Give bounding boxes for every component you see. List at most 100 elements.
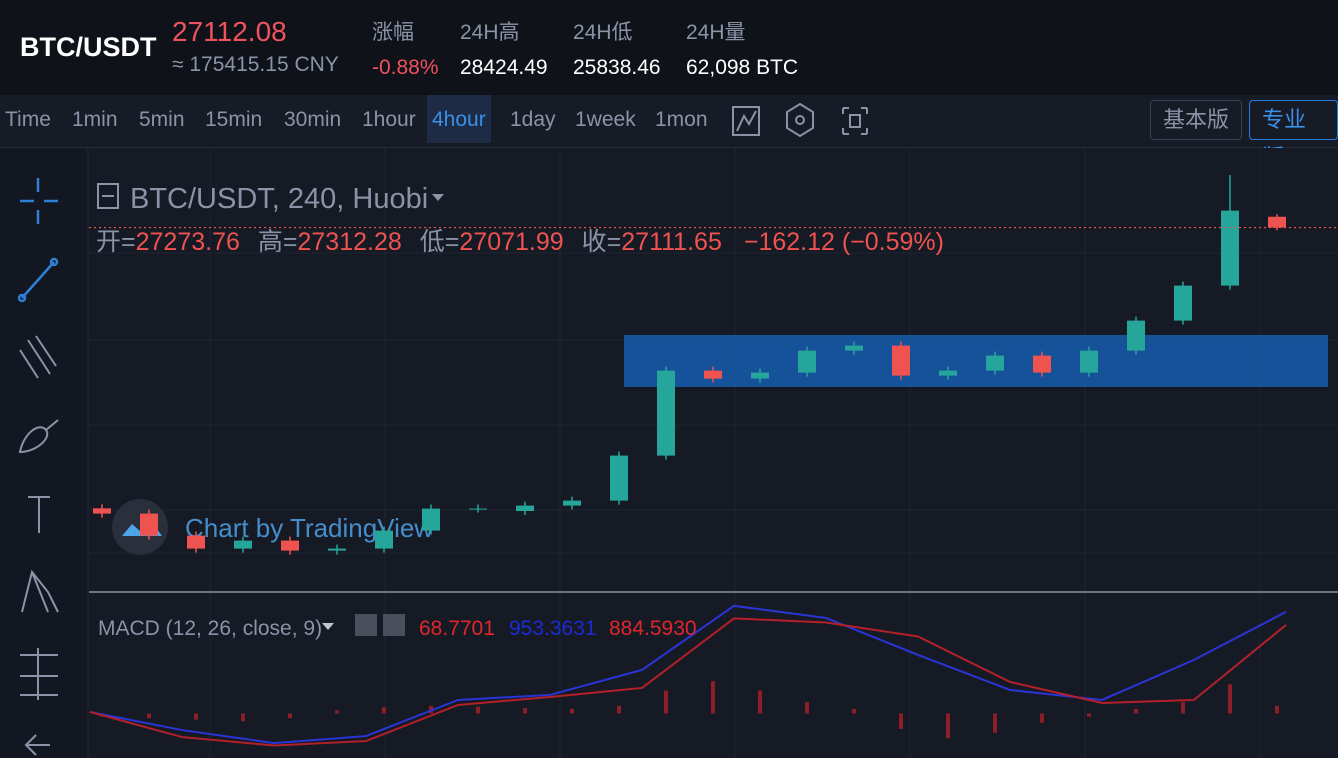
candle-body — [234, 540, 252, 549]
ohlc-value: 27273.76 — [136, 228, 240, 256]
candle-body — [798, 350, 816, 373]
cny-price: ≈ 175415.15 CNY — [172, 53, 339, 76]
stat-label: 24H高 — [460, 21, 520, 44]
tool-panel — [0, 148, 88, 758]
histogram-bar — [1040, 713, 1044, 723]
candle-body — [93, 508, 111, 514]
stat: 涨幅 -0.88% — [372, 16, 439, 80]
histogram-bar — [664, 690, 668, 714]
interval-tab[interactable]: 1week — [575, 108, 636, 131]
histogram-bar — [852, 708, 856, 714]
settings-button[interactable] — [355, 614, 377, 636]
candle-body — [516, 505, 534, 511]
indicator-value: 68.7701 — [419, 617, 495, 640]
histogram-bar — [335, 710, 339, 714]
stat-value: 62,098 BTC — [686, 56, 799, 79]
version-button[interactable]: 基本版 — [1150, 100, 1243, 140]
stat-label: 涨幅 — [372, 21, 414, 44]
stat-value: 28424.49 — [460, 56, 548, 79]
candle-body — [140, 513, 158, 536]
histogram-bar — [946, 713, 950, 739]
interval-tab[interactable]: Time — [5, 108, 51, 131]
change-value: −162.12 (−0.59%) — [744, 228, 944, 256]
histogram-bar — [194, 713, 198, 720]
watermark: Chart by TradingView — [185, 513, 433, 543]
interval-tab[interactable]: 1min — [72, 108, 118, 131]
toolbar-icons[interactable] — [732, 102, 868, 138]
candle-body — [939, 370, 957, 376]
ohlc-label: 收= — [582, 228, 622, 256]
histogram-bar — [805, 701, 809, 714]
ohlc-value: 27111.65 — [621, 228, 722, 256]
interval-tab[interactable]: 5min — [139, 108, 185, 131]
histogram-bar — [617, 705, 621, 714]
ohlc-legend: 开=27273.76 高=27312.28 低=27071.99 收=27111.65… — [96, 228, 944, 256]
histogram-bar — [288, 713, 292, 719]
header: BTC/USDT 27112.08 ≈ 175415.15 CNY 涨幅 -0.8… — [0, 0, 1338, 95]
candle-body — [1221, 210, 1239, 286]
tool-icons[interactable] — [17, 178, 59, 303]
symbol: BTC/USDT — [20, 32, 157, 62]
histogram-bar — [711, 681, 715, 714]
ohlc-label: 开= — [96, 228, 136, 256]
interval-tab[interactable]: 30min — [284, 108, 342, 131]
histogram-bar — [570, 708, 574, 714]
candle-body — [1033, 355, 1051, 373]
zone-drawing[interactable] — [624, 335, 1328, 387]
histogram-bar — [147, 713, 151, 719]
histogram-bar — [1134, 708, 1138, 714]
histogram-bar — [523, 708, 527, 714]
candle-body — [845, 345, 863, 351]
candle-body — [281, 540, 299, 551]
stat-label: 24H量 — [686, 21, 746, 44]
candle-body — [1080, 350, 1098, 373]
collapse-icon[interactable] — [97, 183, 119, 209]
interval-tab[interactable]: 4hour — [427, 95, 491, 143]
indicator-title: MACD (12, 26, close, 9) — [98, 617, 322, 640]
histogram-bar — [758, 690, 762, 714]
candle-body — [563, 500, 581, 506]
candle-body — [657, 370, 675, 456]
stat-label: 24H低 — [573, 21, 633, 44]
candle-body — [610, 455, 628, 501]
candle-body — [1268, 216, 1286, 228]
stat-value: 25838.46 — [573, 56, 661, 79]
ohlc-label: 高= — [258, 228, 298, 256]
toolbar: Time 1min 5min 15min 30min 1hour 4hour 1day 1wee… — [0, 95, 1338, 170]
title-dropdown — [432, 194, 444, 201]
candle-body — [187, 535, 205, 549]
candle-body — [1127, 320, 1145, 351]
candle-body — [704, 370, 722, 379]
candle-body — [375, 530, 393, 549]
histogram-bar — [1275, 705, 1279, 714]
histogram-bar — [899, 713, 903, 729]
stat: 24H低 25838.46 — [573, 16, 661, 80]
indicator-line — [89, 617, 1287, 747]
histogram-bar — [382, 707, 386, 714]
histogram-bar — [993, 713, 997, 733]
histogram-bar — [1087, 713, 1091, 717]
indicator-value: 953.3631 — [509, 617, 597, 640]
candle-body — [751, 372, 769, 379]
stat: 24H量 62,098 BTC — [686, 16, 798, 80]
interval-tab[interactable]: 1day — [510, 108, 556, 131]
candle-body — [422, 508, 440, 531]
candle-body — [328, 548, 346, 551]
last-price: 27112.08 — [172, 16, 287, 47]
indicator-dropdown — [322, 623, 334, 630]
indicator-line — [89, 604, 1287, 745]
interval-tab[interactable]: 1hour — [362, 108, 416, 131]
histogram-bar — [1228, 684, 1232, 714]
chart-title: BTC/USDT, 240, Huobi — [130, 183, 428, 215]
candle-body — [892, 345, 910, 376]
interval-tab[interactable]: 15min — [205, 108, 263, 131]
stat-value: -0.88% — [372, 56, 439, 79]
close-button[interactable] — [383, 614, 405, 636]
ohlc-value: 27071.99 — [459, 228, 563, 256]
tool-icons-2[interactable] — [18, 335, 59, 756]
interval-tab[interactable]: 1mon — [655, 108, 708, 131]
histogram-bar — [1181, 701, 1185, 714]
candle-body — [1174, 285, 1192, 321]
